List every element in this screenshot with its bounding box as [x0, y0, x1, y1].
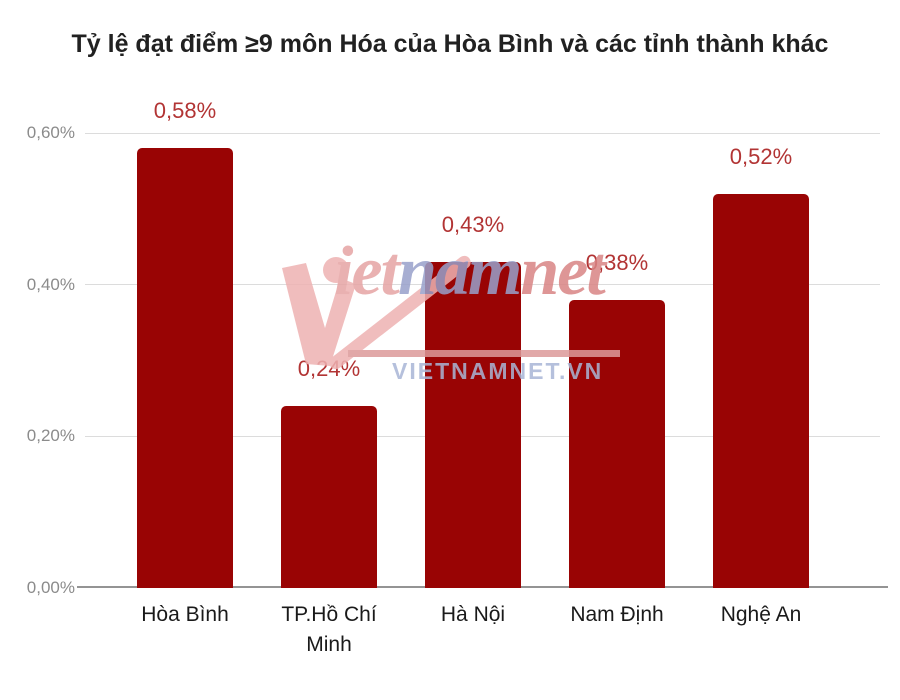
bar-value-label: 0,38%: [585, 249, 649, 275]
bar-slot: 0,52%: [689, 133, 833, 588]
y-tick-label: 0,60%: [26, 123, 75, 142]
bar-slot: 0,58%: [113, 98, 257, 588]
gridline: [85, 132, 880, 134]
bar: [137, 148, 233, 588]
category-label: Hà Nội: [440, 603, 506, 626]
category-label: TP.Hồ Chí Minh: [281, 603, 377, 656]
bar: [425, 261, 521, 588]
bar: [569, 299, 665, 588]
bar-value-label: 0,52%: [729, 143, 793, 169]
bar: [281, 406, 377, 588]
bar-slot: 0,38%: [545, 133, 689, 588]
bar-value-label: 0,24%: [297, 356, 361, 381]
category-label: Hòa Bình: [141, 603, 229, 626]
bar-slot: 0,24%: [257, 133, 401, 588]
bar-value-label: 0,43%: [441, 211, 505, 237]
bar: [713, 193, 809, 588]
category-label: Nghệ An: [720, 603, 802, 626]
bar-value-label: 0,58%: [153, 98, 217, 124]
chart-title: Tỷ lệ đạt điểm ≥9 môn Hóa của Hòa Bình v…: [71, 30, 829, 58]
bar-slot: 0,43%: [401, 133, 545, 588]
y-tick-label: 0,00%: [26, 578, 75, 597]
y-tick-label: 0,20%: [26, 426, 75, 446]
plot-area: 0,58% 0,24% 0,43% 0,38% 0,52%: [77, 98, 888, 588]
category-label: Nam Định: [570, 603, 664, 626]
y-tick-label: 0,40%: [26, 274, 75, 294]
